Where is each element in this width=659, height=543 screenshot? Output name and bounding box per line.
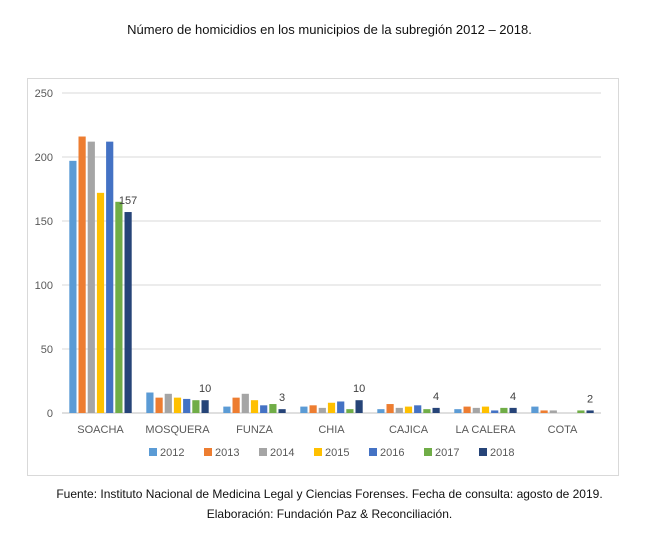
y-tick-label: 100 (35, 280, 53, 292)
bar (124, 212, 132, 413)
bar (500, 407, 508, 413)
bar (260, 405, 268, 413)
legend-label: 2018 (490, 447, 514, 459)
x-tick-label: CAJICA (389, 424, 429, 436)
y-tick-label: 250 (35, 88, 53, 100)
bar (164, 393, 172, 413)
bar (423, 409, 431, 413)
bar (300, 406, 308, 413)
bar (577, 410, 585, 413)
bar (355, 400, 363, 413)
bar (432, 407, 440, 413)
bar (87, 141, 95, 413)
bar (232, 397, 240, 413)
bar (472, 407, 480, 413)
legend-swatch (314, 448, 322, 456)
data-label: 4 (510, 391, 516, 403)
bar (377, 409, 385, 413)
legend-label: 2013 (215, 447, 239, 459)
bar (192, 400, 200, 413)
bar (327, 402, 336, 413)
bar (509, 407, 517, 413)
chart-title: Número de homicidios en los municipios d… (127, 22, 532, 37)
credit-note: Elaboración: Fundación Paz & Reconciliac… (206, 507, 453, 521)
bar (278, 409, 286, 413)
legend-swatch (369, 448, 377, 456)
bar (414, 405, 422, 413)
bar (269, 404, 277, 413)
legend-label: 2016 (380, 447, 404, 459)
legend-swatch (204, 448, 212, 456)
y-tick-label: 150 (35, 216, 53, 228)
data-label: 10 (353, 383, 365, 395)
y-tick-label: 200 (35, 152, 53, 164)
data-label: 157 (119, 195, 137, 207)
data-label: 3 (279, 392, 285, 404)
legend-label: 2012 (160, 447, 184, 459)
bar-chart: 0 50 100 150 200 250 SOACHA MOSQUERA FUNZA CHIA CA… (35, 88, 601, 459)
bar (173, 397, 182, 413)
bar (337, 401, 345, 413)
legend-swatch (479, 448, 487, 456)
data-label: 4 (433, 391, 439, 403)
x-tick-label: COTA (548, 424, 578, 436)
legend-label: 2014 (270, 447, 294, 459)
bar (146, 392, 154, 413)
x-tick-label: LA CALERA (456, 424, 517, 436)
bar (491, 410, 499, 413)
bar (386, 404, 394, 413)
bar (241, 393, 249, 413)
bar (549, 410, 557, 413)
source-note: Fuente: Instituto Nacional de Medicina L… (56, 487, 603, 501)
bar (454, 409, 462, 413)
bar (318, 407, 326, 413)
bar (183, 398, 191, 413)
x-tick-label: CHIA (318, 424, 345, 436)
data-label: 10 (199, 383, 211, 395)
x-tick-label: MOSQUERA (145, 424, 210, 436)
bar (540, 410, 548, 413)
legend-swatch (259, 448, 267, 456)
x-tick-label: SOACHA (77, 424, 124, 436)
legend-swatch (149, 448, 157, 456)
bar (346, 409, 354, 413)
data-label: 2 (587, 393, 593, 405)
bar (250, 400, 259, 413)
x-tick-label: FUNZA (236, 424, 273, 436)
bar (78, 136, 86, 413)
bar (531, 406, 539, 413)
bar (463, 406, 471, 413)
bar (404, 406, 413, 413)
bar (69, 160, 77, 413)
bar (223, 406, 231, 413)
bar (201, 400, 209, 413)
legend-label: 2017 (435, 447, 459, 459)
bar (115, 201, 123, 413)
y-tick-label: 50 (41, 344, 53, 356)
bar (395, 407, 403, 413)
bar (481, 406, 490, 413)
bar (155, 397, 163, 413)
bar (309, 405, 317, 413)
legend-label: 2015 (325, 447, 349, 459)
y-tick-label: 0 (47, 408, 53, 420)
bar (96, 192, 105, 413)
bar (586, 410, 594, 413)
legend-swatch (424, 448, 432, 456)
bar (106, 141, 114, 413)
